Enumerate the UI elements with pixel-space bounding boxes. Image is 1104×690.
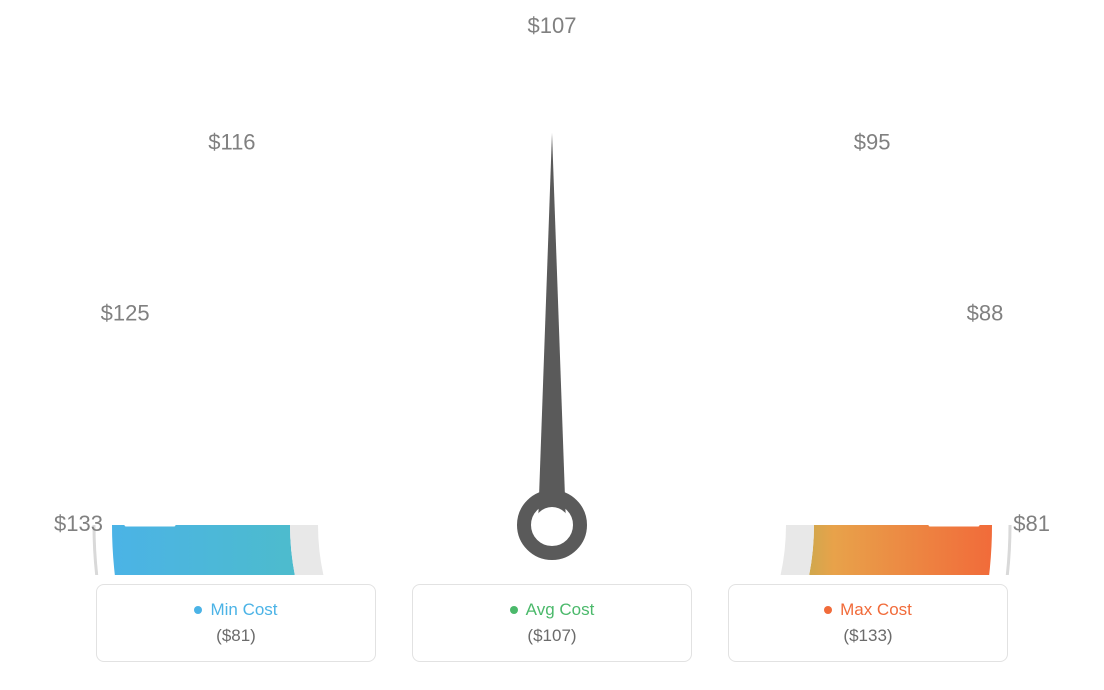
legend-card-avg: Avg Cost ($107) xyxy=(412,584,692,662)
legend-dot-max xyxy=(824,606,832,614)
legend-value-avg: ($107) xyxy=(527,626,576,646)
svg-text:$125: $125 xyxy=(101,300,150,325)
legend-label-min: Min Cost xyxy=(210,600,277,620)
svg-text:$88: $88 xyxy=(967,300,1004,325)
legend-card-max: Max Cost ($133) xyxy=(728,584,1008,662)
cost-gauge: $81 $88 $95 $107 $116 $125 $133 xyxy=(0,15,1104,575)
legend-value-min: ($81) xyxy=(216,626,256,646)
legend-card-min: Min Cost ($81) xyxy=(96,584,376,662)
svg-text:$81: $81 xyxy=(1013,511,1050,536)
svg-text:$133: $133 xyxy=(54,511,103,536)
gauge-svg: $81 $88 $95 $107 $116 $125 $133 xyxy=(0,15,1104,575)
legend-label-max: Max Cost xyxy=(840,600,912,620)
legend-dot-min xyxy=(194,606,202,614)
legend-label-avg: Avg Cost xyxy=(526,600,595,620)
legend-value-max: ($133) xyxy=(843,626,892,646)
legend: Min Cost ($81) Avg Cost ($107) Max Cost … xyxy=(96,584,1008,662)
svg-text:$116: $116 xyxy=(208,129,255,154)
svg-text:$95: $95 xyxy=(854,129,891,154)
legend-dot-avg xyxy=(510,606,518,614)
svg-text:$107: $107 xyxy=(528,15,577,38)
